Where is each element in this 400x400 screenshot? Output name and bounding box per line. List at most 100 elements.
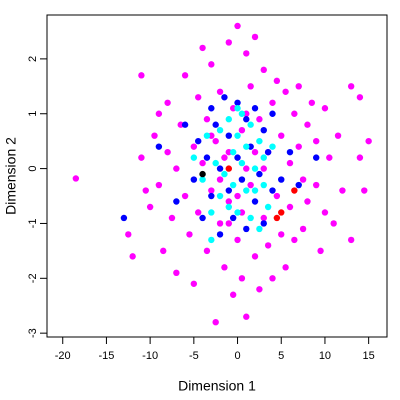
point bbox=[216, 165, 224, 172]
point bbox=[269, 187, 276, 194]
point bbox=[278, 176, 285, 183]
point bbox=[234, 132, 241, 139]
point bbox=[356, 154, 364, 161]
point bbox=[225, 39, 232, 46]
point bbox=[199, 170, 206, 178]
point bbox=[216, 231, 224, 238]
point bbox=[208, 187, 215, 194]
point bbox=[234, 99, 241, 106]
point bbox=[334, 132, 342, 139]
point bbox=[225, 203, 232, 211]
point bbox=[286, 159, 294, 167]
point bbox=[256, 116, 263, 123]
point bbox=[361, 187, 368, 194]
point bbox=[208, 192, 215, 200]
point bbox=[203, 116, 211, 123]
x-tick-label: -20 bbox=[55, 350, 71, 362]
y-tick-label: -3 bbox=[27, 328, 39, 338]
point bbox=[238, 126, 246, 134]
point bbox=[181, 72, 189, 79]
point bbox=[216, 220, 224, 227]
point bbox=[221, 264, 228, 271]
point bbox=[286, 203, 294, 211]
point bbox=[260, 126, 267, 134]
point bbox=[72, 175, 80, 182]
point bbox=[247, 121, 254, 128]
point bbox=[155, 143, 163, 150]
point bbox=[234, 22, 241, 30]
point bbox=[155, 110, 163, 117]
point bbox=[251, 165, 259, 172]
point bbox=[278, 132, 285, 139]
point bbox=[264, 148, 272, 156]
point bbox=[173, 198, 180, 205]
point bbox=[243, 50, 250, 57]
y-tick-label: 0 bbox=[27, 166, 39, 172]
y-axis-label: Dimension 2 bbox=[3, 137, 19, 215]
point bbox=[313, 137, 320, 145]
point bbox=[295, 181, 302, 189]
point bbox=[295, 83, 302, 90]
point bbox=[347, 83, 355, 90]
point bbox=[321, 209, 329, 216]
point bbox=[291, 110, 298, 117]
point bbox=[221, 154, 228, 161]
point bbox=[273, 77, 281, 85]
point bbox=[229, 214, 237, 222]
point bbox=[317, 247, 324, 255]
point bbox=[195, 137, 202, 145]
point bbox=[208, 61, 215, 68]
point bbox=[203, 132, 211, 139]
point bbox=[229, 148, 237, 156]
point bbox=[199, 159, 206, 167]
point bbox=[269, 99, 276, 106]
point bbox=[168, 214, 176, 222]
point bbox=[260, 154, 267, 161]
point bbox=[243, 143, 250, 150]
point bbox=[304, 198, 311, 205]
x-tick-label: 10 bbox=[319, 350, 331, 362]
point bbox=[190, 154, 198, 161]
point bbox=[278, 209, 285, 216]
point bbox=[190, 280, 198, 287]
point bbox=[216, 176, 224, 183]
y-tick-label: -1 bbox=[27, 219, 39, 229]
point bbox=[164, 99, 171, 106]
point bbox=[256, 286, 263, 293]
point bbox=[243, 116, 250, 123]
point bbox=[229, 181, 237, 189]
point bbox=[251, 253, 259, 260]
point bbox=[247, 83, 254, 90]
point bbox=[269, 275, 276, 282]
point bbox=[365, 137, 372, 145]
point bbox=[243, 165, 250, 172]
point bbox=[304, 121, 311, 128]
point bbox=[256, 225, 263, 233]
point bbox=[238, 176, 246, 183]
point bbox=[225, 132, 232, 139]
x-axis-label: Dimension 1 bbox=[178, 378, 256, 394]
point bbox=[203, 154, 211, 161]
point bbox=[181, 121, 189, 128]
point bbox=[291, 236, 298, 244]
point bbox=[221, 94, 228, 101]
point bbox=[278, 231, 285, 238]
point bbox=[282, 264, 289, 271]
point bbox=[260, 165, 267, 172]
point bbox=[225, 198, 232, 205]
point bbox=[120, 214, 128, 222]
x-tick-label: 15 bbox=[363, 350, 375, 362]
point bbox=[129, 253, 136, 260]
x-tick-label: -5 bbox=[189, 350, 199, 362]
point bbox=[256, 170, 263, 178]
point bbox=[208, 236, 215, 244]
point bbox=[190, 176, 198, 183]
point bbox=[234, 105, 241, 112]
point bbox=[264, 242, 272, 249]
y-tick-label: -2 bbox=[27, 273, 39, 283]
point bbox=[225, 116, 232, 123]
point bbox=[212, 121, 219, 128]
point bbox=[251, 198, 259, 205]
